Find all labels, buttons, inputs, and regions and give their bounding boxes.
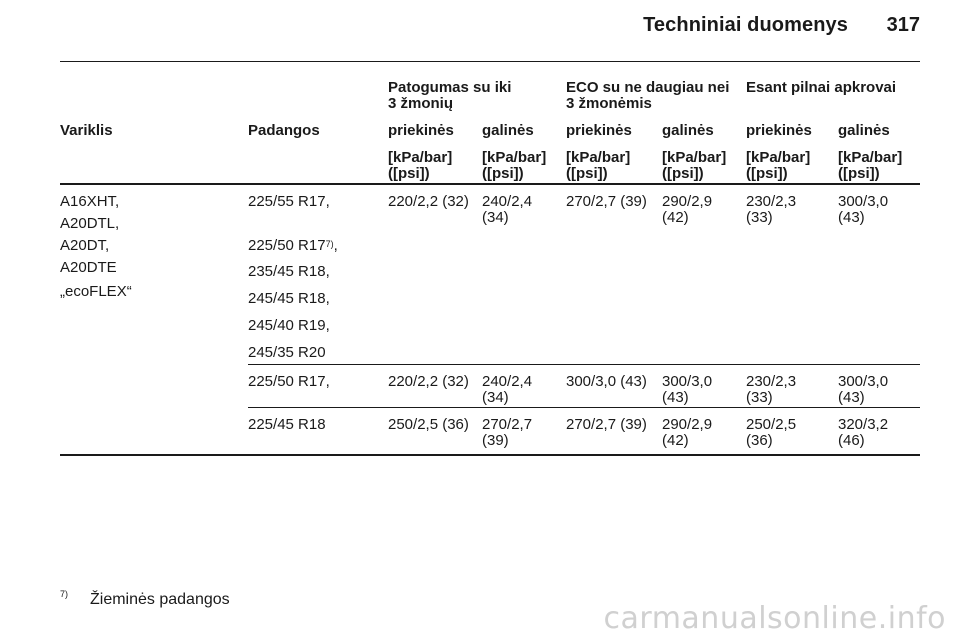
column-header-engine: Variklis xyxy=(60,122,113,139)
tyre-size: 225/50 R17, xyxy=(248,373,330,390)
unit-label: [kPa/bar] ([psi]) xyxy=(482,149,547,182)
group-header-comfort: Patogumas su iki 3 žmonių xyxy=(388,79,512,112)
table-bottom-rule xyxy=(60,454,920,456)
tyre-size: 225/50 R17 xyxy=(248,237,326,254)
column-header-rear-1: galinės xyxy=(482,122,534,139)
engine-label: A20DTE xyxy=(60,259,117,276)
pressure-value: 300/3,0 (43) xyxy=(838,373,889,406)
pressure-value: 320/3,2 (46) xyxy=(838,416,889,449)
pressure-value: 270/2,7 (39) xyxy=(566,416,647,433)
unit-label: [kPa/bar] ([psi]) xyxy=(566,149,631,182)
pressure-value: 270/2,7 (39) xyxy=(482,416,533,449)
tyre-size: 245/40 R19, xyxy=(248,317,330,334)
pressure-value: 240/2,4 (34) xyxy=(482,373,533,406)
header-rule xyxy=(60,61,920,62)
pressure-value: 240/2,4 (34) xyxy=(482,193,533,226)
row-divider xyxy=(248,407,920,408)
tyre-size: 245/45 R18, xyxy=(248,290,330,307)
engine-label: A20DT, xyxy=(60,237,110,254)
column-header-front-1: priekinės xyxy=(388,122,454,139)
page-number: 317 xyxy=(886,14,920,36)
unit-label: [kPa/bar] ([psi]) xyxy=(388,149,453,182)
pressure-value: 230/2,3 (33) xyxy=(746,373,797,406)
pressure-value: 250/2,5 (36) xyxy=(746,416,797,449)
tyre-size: 225/55 R17, xyxy=(248,193,330,210)
footnote-mark: 7) xyxy=(60,589,69,599)
table-header-rule xyxy=(60,183,920,185)
column-header-front-2: priekinės xyxy=(566,122,632,139)
pressure-value: 290/2,9 (42) xyxy=(662,193,713,226)
tyre-size: 235/45 R18, xyxy=(248,263,330,280)
column-header-rear-2: galinės xyxy=(662,122,714,139)
engine-label: A16XHT, xyxy=(60,193,120,210)
pressure-value: 300/3,0 (43) xyxy=(838,193,889,226)
group-header-full-load: Esant pilnai apkrovai xyxy=(746,79,897,96)
engine-label: „ecoFLEX“ xyxy=(60,283,132,300)
tyre-size: 225/45 R18 xyxy=(248,416,326,433)
column-header-tyres: Padangos xyxy=(248,122,320,139)
pressure-value: 230/2,3 (33) xyxy=(746,193,797,226)
tyre-size-with-footnote: 225/50 R177), xyxy=(248,238,338,254)
pressure-value: 300/3,0 (43) xyxy=(566,373,647,390)
pressure-value: 290/2,9 (42) xyxy=(662,416,713,449)
row-divider xyxy=(248,364,920,365)
tyre-suffix: , xyxy=(333,237,338,254)
pressure-value: 270/2,7 (39) xyxy=(566,193,647,210)
column-header-front-3: priekinės xyxy=(746,122,812,139)
watermark: carmanualsonline.info xyxy=(603,601,946,636)
pressure-value: 300/3,0 (43) xyxy=(662,373,713,406)
group-header-eco: ECO su ne daugiau nei 3 žmonėmis xyxy=(566,79,730,112)
unit-label: [kPa/bar] ([psi]) xyxy=(746,149,811,182)
page-title: Techniniai duomenys xyxy=(643,14,848,36)
tyre-size: 245/35 R20 xyxy=(248,344,326,361)
footnote-text: Žieminės padangos xyxy=(90,591,230,608)
engine-label: A20DTL, xyxy=(60,215,120,232)
pressure-value: 220/2,2 (32) xyxy=(388,193,469,210)
pressure-value: 220/2,2 (32) xyxy=(388,373,469,390)
column-header-rear-3: galinės xyxy=(838,122,890,139)
unit-label: [kPa/bar] ([psi]) xyxy=(662,149,727,182)
pressure-value: 250/2,5 (36) xyxy=(388,416,469,433)
unit-label: [kPa/bar] ([psi]) xyxy=(838,149,903,182)
footnote-reference: 7) xyxy=(325,239,334,249)
